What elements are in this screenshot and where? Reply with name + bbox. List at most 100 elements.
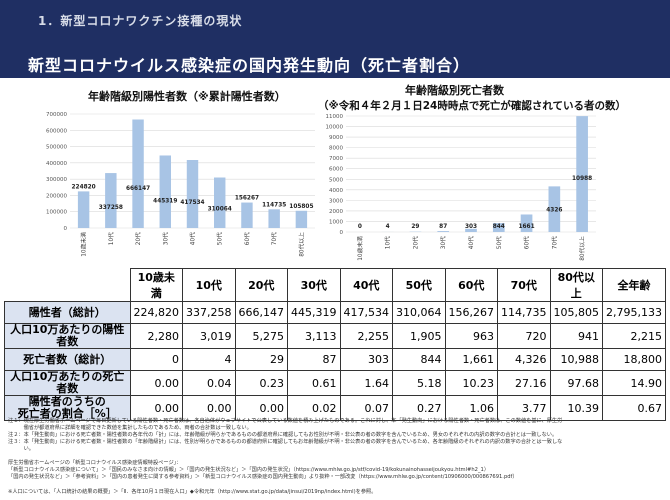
table-cell: 27.16 xyxy=(497,370,551,396)
data-label: 156267 xyxy=(235,196,259,202)
table-cell: 0.02 xyxy=(287,395,341,421)
table-cell: 0.00 xyxy=(129,370,184,396)
table-cell: 1,905 xyxy=(392,323,446,349)
table-cell: 3.77 xyxy=(497,395,551,421)
table-row: 死亡者数（総計） 0 4 29 87 303 844 1,661 4,326 10,988 18,8… xyxy=(4,348,666,371)
y-tick-label: 11000 xyxy=(326,114,344,120)
data-label: 310064 xyxy=(208,206,232,212)
bar xyxy=(548,186,561,232)
section-label: 1．新型コロナワクチン接種の現状 xyxy=(38,14,243,28)
bar xyxy=(268,209,280,228)
category-label: 30代 xyxy=(439,236,447,249)
data-label: 4326 xyxy=(546,207,562,213)
y-tick-label: 100000 xyxy=(46,210,67,216)
y-tick-label: 6000 xyxy=(329,167,343,173)
table-cell: 0.23 xyxy=(234,370,289,396)
bar xyxy=(241,202,253,228)
table-cell: 4 xyxy=(182,348,236,371)
column-header: 20代 xyxy=(234,268,289,302)
y-tick-label: 600000 xyxy=(46,128,67,134)
y-tick-label: 10000 xyxy=(326,125,344,131)
bar xyxy=(159,155,171,228)
y-tick-label: 200000 xyxy=(46,193,67,199)
table-cell: 0.04 xyxy=(182,370,236,396)
y-tick-label: 8000 xyxy=(329,146,343,152)
data-label: 666147 xyxy=(126,186,150,192)
table-cell: 1.64 xyxy=(339,370,394,396)
category-label: 70代 xyxy=(270,232,278,245)
table-row: 陽性者（総計） 224,820 337,258 666,147 445,319 417,5… xyxy=(4,301,666,324)
column-header: 40代 xyxy=(339,268,394,302)
note-line: 注２：本「発生動向」における死亡者数・陽性者数の各年代の「計」には、年齢階級が明… xyxy=(8,432,558,438)
data-label: 4 xyxy=(386,224,390,230)
column-header: 10歳未満 xyxy=(129,268,184,302)
note-line: 注３：本「発生動向」における死亡者数・陽性者数の「年齢階級計」には、性別が明らか… xyxy=(8,439,563,445)
y-tick-label: 0 xyxy=(64,226,68,232)
column-header: 70代 xyxy=(497,268,551,302)
table-cell: 156,267 xyxy=(444,301,499,324)
table-cell: 0.00 xyxy=(234,395,289,421)
y-tick-label: 9000 xyxy=(329,135,343,141)
table-cell: 114,735 xyxy=(497,301,551,324)
note-line: 注１：現在厚生労働省ホームページで毎日更新している陽性者数・死亡者数は、各自治体… xyxy=(8,418,563,424)
data-label: 114735 xyxy=(262,202,286,208)
row-header: 陽性者（総計） xyxy=(4,301,131,324)
table-cell: 224,820 xyxy=(129,301,184,324)
category-label: 50代 xyxy=(495,236,503,249)
table-cell: 417,534 xyxy=(339,301,394,324)
table-corner xyxy=(4,268,131,302)
data-label: 0 xyxy=(358,224,362,230)
table-cell: 3,019 xyxy=(182,323,236,349)
row-header: 人口10万あたりの陽性者数 xyxy=(4,323,131,349)
data-label: 10988 xyxy=(572,176,592,182)
table-cell: 0.07 xyxy=(339,395,394,421)
positive-cases-chart: 0 100000 200000 300000 400000 500000 600000 700… xyxy=(46,112,315,257)
data-label: 224820 xyxy=(72,184,96,190)
y-tick-label: 500000 xyxy=(46,145,67,151)
column-header: 10代 xyxy=(182,268,236,302)
table-cell: 5.18 xyxy=(392,370,446,396)
category-label: 20代 xyxy=(411,236,419,249)
table-cell: 4,326 xyxy=(497,348,551,371)
category-label: 80代以上 xyxy=(297,232,305,257)
table-cell: 3,113 xyxy=(287,323,341,349)
table-cell: 14.90 xyxy=(602,370,666,396)
chart1-title: 年齢階級別陽性者数（※累計陽性者数） xyxy=(88,90,286,103)
category-label: 10代 xyxy=(107,232,115,245)
table-cell: 1,661 xyxy=(444,348,499,371)
table-cell: 0.67 xyxy=(602,395,666,421)
table-cell: 2,280 xyxy=(129,323,184,349)
deaths-chart: 0 1000 2000 3000 4000 5000 6000 7000 8000 9000 100… xyxy=(326,114,596,261)
bar xyxy=(214,177,226,228)
row-header: 人口10万あたりの死亡者数 xyxy=(4,370,131,396)
category-label: 80代以上 xyxy=(578,236,586,261)
table-cell: 666,147 xyxy=(234,301,289,324)
data-label: 303 xyxy=(465,224,477,230)
data-label: 87 xyxy=(439,224,447,230)
table-cell: 0 xyxy=(129,348,184,371)
data-label: 105805 xyxy=(289,204,313,210)
chart2-title: 年齢階級別死亡者数 xyxy=(405,84,504,97)
column-header: 80代以上 xyxy=(549,268,604,302)
category-label: 10歳未満 xyxy=(356,236,364,261)
table-cell: 29 xyxy=(234,348,289,371)
table-cell: 844 xyxy=(392,348,446,371)
data-label: 844 xyxy=(493,224,505,230)
y-tick-label: 300000 xyxy=(46,177,67,183)
bar xyxy=(520,214,533,232)
data-label: 1661 xyxy=(518,224,534,230)
category-label: 20代 xyxy=(134,232,142,245)
y-tick-label: 2000 xyxy=(329,209,343,215)
table-cell: 963 xyxy=(444,323,499,349)
note-line: い。 xyxy=(8,446,34,452)
header-banner: 1．新型コロナワクチン接種の現状 新型コロナウイルス感染症の国内発生動向（死亡者… xyxy=(0,0,670,78)
notes: 注１：現在厚生労働省ホームページで毎日更新している陽性者数・死亡者数は、各自治体… xyxy=(8,418,562,453)
bar xyxy=(576,116,588,232)
column-header: 60代 xyxy=(444,268,499,302)
table-cell: 2,795,133 xyxy=(602,301,666,324)
row-header: 死亡者数（総計） xyxy=(4,348,131,371)
y-tick-label: 1000 xyxy=(329,219,343,225)
table-cell: 97.68 xyxy=(549,370,604,396)
table-cell: 2,215 xyxy=(602,323,666,349)
column-header: 50代 xyxy=(392,268,446,302)
